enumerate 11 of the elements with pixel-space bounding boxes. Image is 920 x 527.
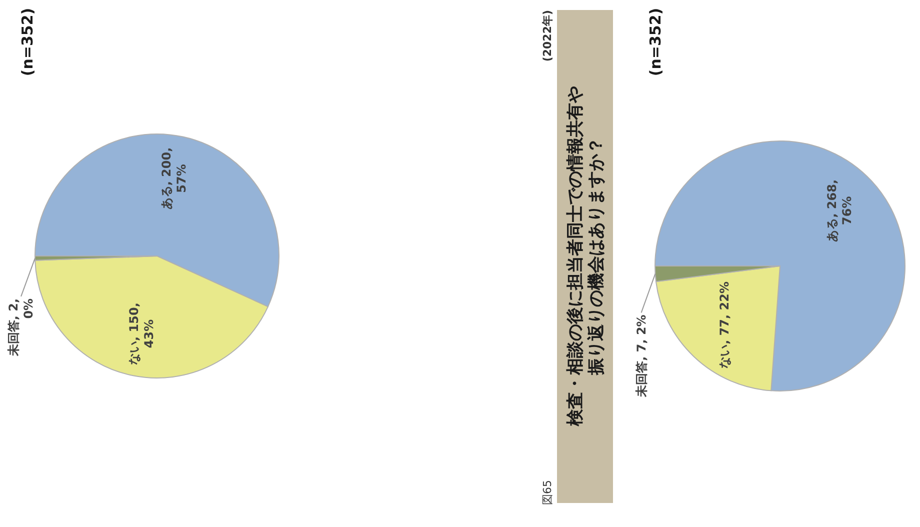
slice-label: 未回答, 2, 0% (6, 298, 36, 358)
caption: 図65 (540, 480, 554, 505)
slice-label: ない, 77, 22% (717, 282, 732, 368)
slice-label: ある, 200, 57% (160, 147, 189, 210)
slice-label: ある, 268, 76% (825, 179, 854, 242)
chart-subtitle: (n=352) (18, 8, 36, 76)
text: (2022年) (540, 10, 554, 62)
slice-label: ない, 150, 43% (127, 302, 156, 365)
text: 検査・相談の後に担当者同士での情報共有や振り返りの機会はありますか？ (565, 86, 607, 427)
chart-subtitle: (n=352) (646, 8, 664, 76)
slice-label: 未回答, 7, 2% (634, 314, 648, 398)
